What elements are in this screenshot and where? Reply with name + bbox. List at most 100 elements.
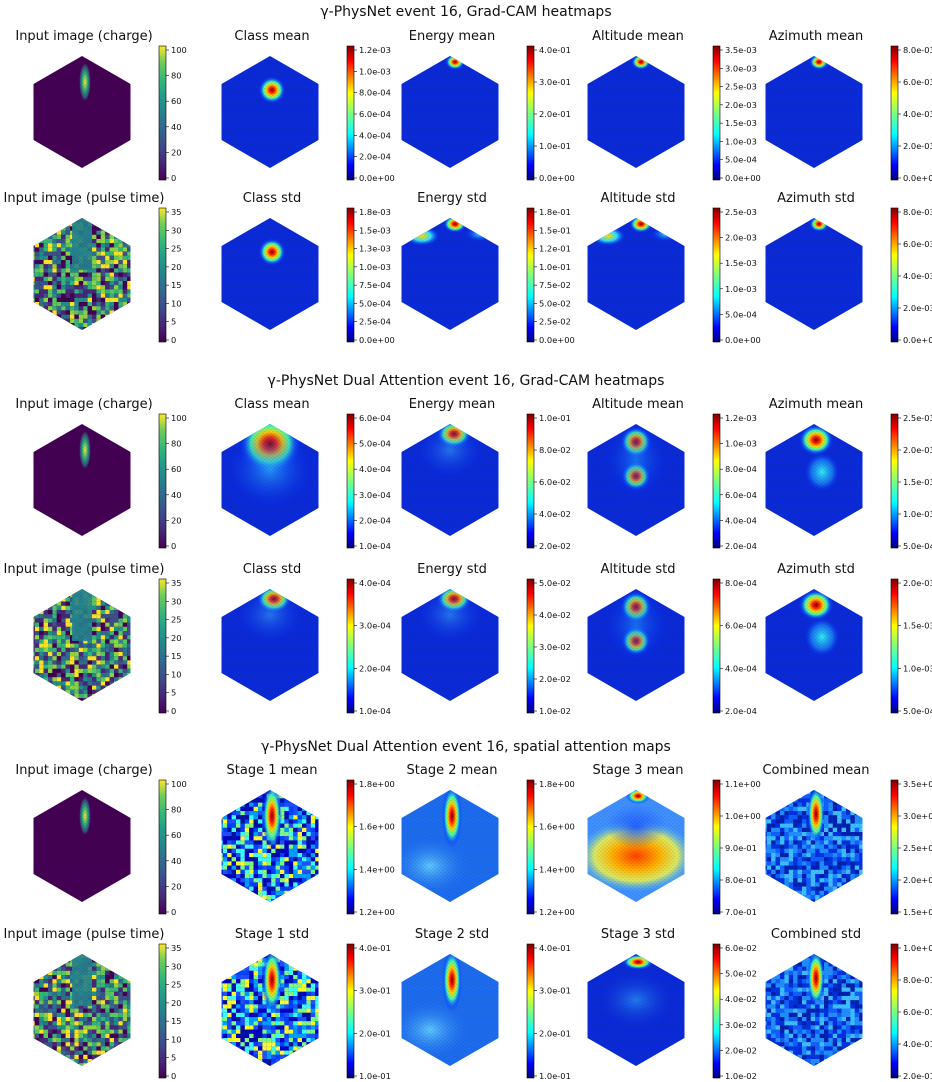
pixel — [310, 882, 316, 887]
colorbar-tick-label: 9.0e-01 — [725, 843, 757, 853]
pixel — [26, 648, 30, 652]
pixel — [39, 226, 44, 231]
pixel — [26, 319, 30, 323]
pixel — [758, 954, 762, 958]
pixel — [868, 899, 872, 903]
pixel — [280, 790, 285, 795]
colorbar — [346, 578, 355, 714]
colorbar-tick-label: 20 — [171, 147, 182, 157]
pixel — [214, 996, 218, 1000]
pixel — [846, 790, 851, 795]
pixel — [26, 1017, 30, 1021]
pixel — [122, 310, 128, 315]
colorbar-tick-label: 1.0e-01 — [539, 413, 571, 423]
pixel — [136, 273, 140, 277]
pixel — [114, 698, 119, 701]
pixel — [214, 983, 218, 987]
pixel — [302, 954, 307, 959]
pixel — [132, 694, 136, 698]
pixel — [320, 1009, 324, 1013]
pixel — [114, 593, 119, 598]
pixel — [758, 866, 762, 870]
pixel — [105, 589, 110, 594]
pixel — [214, 811, 218, 815]
colorbar — [712, 45, 721, 181]
pixel — [43, 318, 48, 323]
pixel — [56, 1054, 62, 1059]
pixel — [222, 975, 228, 980]
pixel — [132, 243, 136, 247]
pixel — [127, 593, 131, 598]
pixel — [306, 794, 311, 799]
pixel — [324, 1009, 328, 1013]
pixel — [222, 790, 228, 795]
pixel — [231, 790, 236, 795]
pixel — [114, 1059, 119, 1064]
panel-title: Azimuth mean — [769, 29, 864, 44]
pixel — [132, 1004, 136, 1008]
pixel-grid — [221, 424, 319, 536]
pixel — [765, 811, 767, 816]
pixel — [324, 1000, 328, 1004]
pixel — [26, 983, 30, 987]
pixel — [34, 685, 40, 690]
colorbar-tick-label: 6.0e-03 — [903, 239, 932, 249]
pixel — [33, 601, 35, 606]
pixel — [837, 962, 842, 967]
pixel — [240, 1063, 245, 1066]
pixel — [244, 954, 250, 959]
pixel — [214, 803, 218, 807]
pixel — [100, 1063, 106, 1066]
pixel — [56, 222, 62, 227]
pixel — [324, 1055, 328, 1059]
pixel — [302, 962, 307, 967]
pixel — [39, 689, 44, 694]
pixel — [315, 1046, 319, 1051]
pixel — [310, 890, 316, 895]
pixel — [96, 954, 101, 959]
pixel — [306, 958, 311, 963]
pixel — [324, 861, 328, 865]
pixel — [136, 602, 140, 606]
pixel — [26, 652, 30, 656]
pixel — [127, 1059, 131, 1064]
pixel — [249, 1063, 254, 1066]
pixel — [34, 966, 40, 971]
colorbar-tick-label: 60 — [171, 96, 182, 106]
pixel — [837, 890, 842, 895]
pixel — [793, 958, 798, 963]
pixel — [868, 882, 872, 886]
colorbar-tick-label: 0 — [171, 706, 176, 716]
pixel — [850, 958, 855, 963]
pixel — [92, 589, 97, 594]
pixel — [262, 899, 267, 902]
heatmap-pulse — [26, 954, 140, 1066]
pixel — [320, 899, 324, 903]
pixel — [122, 958, 128, 963]
pixel — [26, 971, 30, 975]
pixel — [136, 593, 140, 597]
pixel — [828, 790, 833, 795]
pixel — [52, 589, 57, 594]
pixel — [222, 1050, 228, 1055]
pixel — [850, 890, 855, 895]
pixel — [868, 962, 872, 966]
pixel — [214, 1038, 218, 1042]
pixel — [765, 954, 767, 959]
pixel — [324, 895, 328, 899]
pixel — [324, 832, 328, 836]
pixel — [122, 1050, 128, 1055]
pixel — [766, 958, 772, 963]
pixel — [288, 954, 294, 959]
pixel — [136, 1051, 140, 1055]
pixel — [96, 958, 101, 963]
pixel — [868, 895, 872, 899]
pixel — [758, 967, 762, 971]
pixel — [324, 996, 328, 1000]
colorbar-tick-label: 1.5e-03 — [725, 118, 757, 128]
pixel — [114, 1063, 119, 1066]
heatmap-combined — [758, 790, 872, 903]
pixel — [758, 958, 762, 962]
pixel — [771, 882, 776, 887]
pixel — [828, 958, 833, 963]
